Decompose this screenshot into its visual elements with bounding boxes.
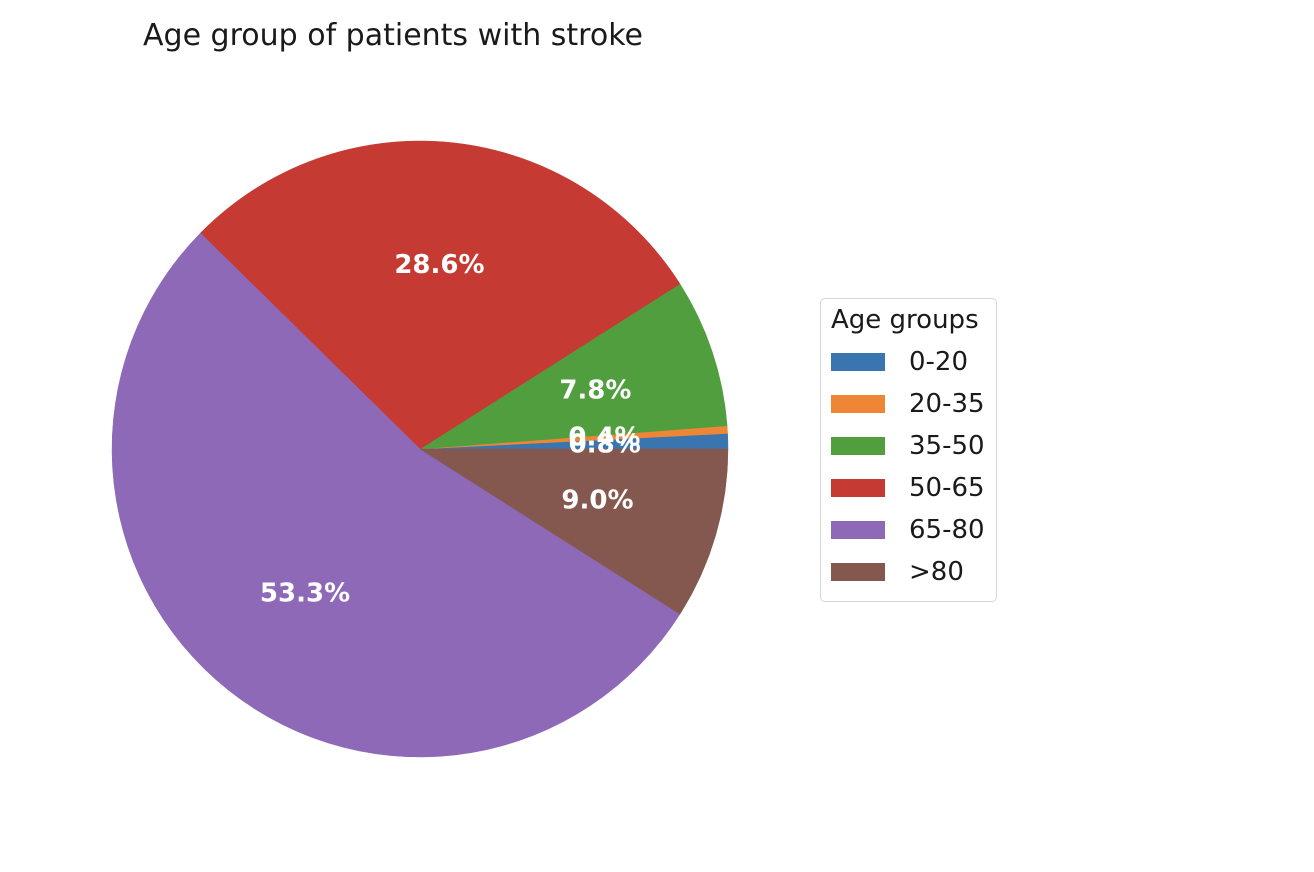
pie-slice-2 [419, 283, 728, 450]
legend-label: 35-50 [909, 431, 985, 461]
legend: Age groups 0-20 20-35 35-50 50-65 65-80 >80 [820, 298, 997, 602]
legend-label: 20-35 [909, 389, 985, 419]
legend-swatch [831, 479, 885, 497]
pie-slice-5 [419, 448, 729, 615]
legend-title: Age groups [831, 305, 979, 335]
slice-percent-label: 0.4% [568, 422, 640, 452]
chart-title: Age group of patients with stroke [143, 18, 643, 53]
pie-slice-3 [199, 140, 681, 450]
legend-swatch [831, 437, 885, 455]
slice-percent-label: 28.6% [394, 250, 484, 280]
legend-item: 0-20 [831, 341, 986, 383]
pie-slice-4 [111, 232, 681, 758]
slice-percent-label: 53.3% [260, 579, 350, 609]
slice-percent-label: 0.8% [569, 429, 641, 459]
legend-item: >80 [831, 551, 986, 593]
legend-swatch [831, 521, 885, 539]
legend-item: 35-50 [831, 425, 986, 467]
legend-item: 50-65 [831, 467, 986, 509]
legend-swatch [831, 395, 885, 413]
legend-label: 50-65 [909, 473, 985, 503]
legend-item: 65-80 [831, 509, 986, 551]
slice-percent-label: 9.0% [561, 486, 633, 516]
legend-item: 20-35 [831, 383, 986, 425]
legend-swatch [831, 353, 885, 371]
legend-label: >80 [909, 557, 964, 587]
legend-label: 0-20 [909, 347, 969, 377]
legend-swatch [831, 563, 885, 581]
legend-label: 65-80 [909, 515, 985, 545]
slice-percent-label: 7.8% [559, 376, 631, 406]
